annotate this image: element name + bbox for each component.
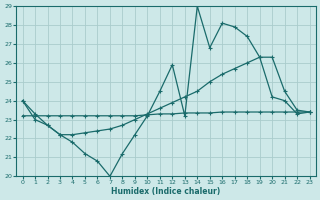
X-axis label: Humidex (Indice chaleur): Humidex (Indice chaleur) xyxy=(111,187,221,196)
